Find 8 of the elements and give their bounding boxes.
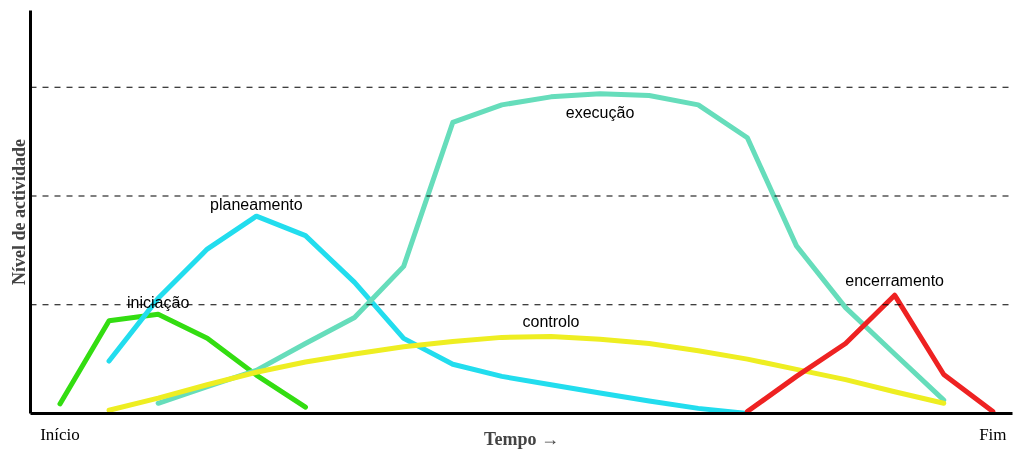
series-label: planeamento xyxy=(210,196,303,214)
x-tick-label: Fim xyxy=(979,424,1007,444)
series-label: controlo xyxy=(522,313,580,331)
y-axis-title: Nível de actividade xyxy=(8,138,29,285)
x-axis-title: Tempo → xyxy=(484,428,559,449)
x-tick-label: Início xyxy=(40,424,80,444)
series-label: encerramento xyxy=(845,272,945,290)
series-label: execução xyxy=(565,103,635,121)
